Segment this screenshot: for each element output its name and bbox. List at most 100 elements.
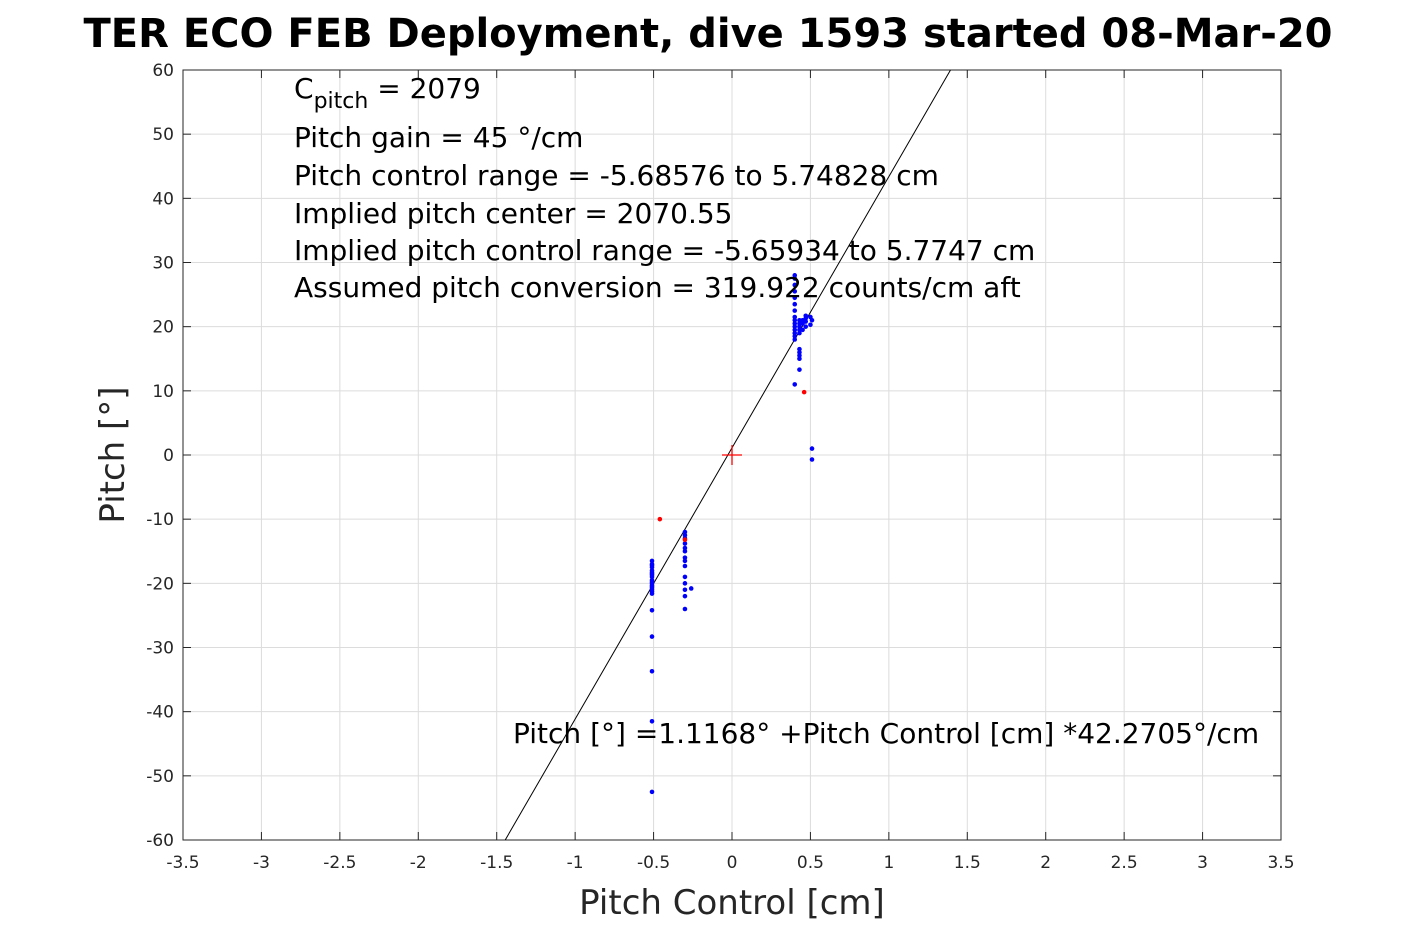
implied-pitch-range-line: Implied pitch control range = -5.65934 t… xyxy=(294,234,1035,267)
data-point xyxy=(649,591,655,596)
x-tick-label: -1 xyxy=(567,853,584,873)
data-point xyxy=(792,337,798,342)
data-point xyxy=(792,308,798,313)
data-point xyxy=(657,516,663,522)
y-tick-labels: 60 50 40 30 20 10 0 -10 -20 -30 -40 -50 -60 xyxy=(146,61,174,851)
data-point xyxy=(797,330,802,336)
chart-title: TER ECO FEB Deployment, dive 1593 starte… xyxy=(83,11,1332,57)
y-tick-label: -40 xyxy=(146,703,174,723)
data-point xyxy=(792,327,798,333)
data-point xyxy=(649,584,655,589)
data-point xyxy=(649,668,655,674)
x-tick-label: -2.5 xyxy=(323,853,356,873)
data-point xyxy=(809,457,815,462)
x-tick-label: 1 xyxy=(883,853,894,873)
data-point xyxy=(682,548,688,554)
data-point xyxy=(797,367,802,372)
data-point xyxy=(797,353,802,358)
x-tick-labels: -3.5 -3 -2.5 -2 -1.5 -1 -0.5 0 0.5 1 1.5 2 2.5 3 3.5 xyxy=(166,853,1294,873)
pitch-conversion-line: Assumed pitch conversion = 319.922 count… xyxy=(294,271,1021,304)
data-point xyxy=(649,574,655,580)
y-tick-label: 20 xyxy=(152,318,174,338)
data-point xyxy=(682,587,688,593)
cpitch-subscript: pitch xyxy=(314,89,369,114)
data-point xyxy=(688,586,694,591)
data-point xyxy=(803,313,809,319)
x-tick-label: -3 xyxy=(253,853,270,873)
data-point xyxy=(797,324,802,329)
y-tick-label: 50 xyxy=(152,125,174,145)
data-point xyxy=(682,532,688,538)
x-axis-title: Pitch Control [cm] xyxy=(579,883,885,923)
data-point xyxy=(682,581,688,586)
data-point xyxy=(797,346,802,352)
data-point xyxy=(792,282,798,288)
data-point xyxy=(809,317,815,323)
x-tick-label: -0.5 xyxy=(637,853,670,873)
data-point xyxy=(792,324,798,329)
x-tick-label: 3 xyxy=(1197,853,1208,873)
x-tick-label: 1.5 xyxy=(954,853,981,873)
cpitch-symbol: C xyxy=(294,72,314,105)
data-point xyxy=(792,382,798,387)
data-marks xyxy=(504,69,951,841)
y-tick-label: -50 xyxy=(146,767,174,787)
data-point xyxy=(797,356,802,362)
data-point xyxy=(797,350,802,355)
cpitch-line: Cpitch = 2079 xyxy=(294,72,481,114)
axis-ticks xyxy=(182,69,1282,841)
data-point xyxy=(649,789,655,795)
data-point xyxy=(649,718,655,724)
y-tick-label: -10 xyxy=(146,510,174,530)
data-point xyxy=(649,634,655,639)
data-point xyxy=(792,276,798,281)
data-point xyxy=(792,330,798,336)
data-point xyxy=(792,317,798,323)
y-tick-label: -20 xyxy=(146,574,174,594)
data-point xyxy=(792,301,798,307)
x-tick-label: 2.5 xyxy=(1111,853,1138,873)
data-point xyxy=(649,563,655,568)
data-point xyxy=(682,537,688,542)
data-point xyxy=(803,319,809,324)
data-point xyxy=(682,574,688,580)
data-point xyxy=(792,273,798,278)
data-point xyxy=(682,541,688,546)
x-tick-label: 2 xyxy=(1040,853,1051,873)
data-point xyxy=(682,558,688,564)
data-point xyxy=(792,321,798,326)
data-point xyxy=(682,545,688,551)
data-point xyxy=(792,333,798,339)
x-tick-label: 0 xyxy=(727,853,738,873)
x-tick-label: 0.5 xyxy=(797,853,824,873)
data-point xyxy=(682,563,688,569)
data-point xyxy=(808,322,813,328)
pitch-control-range-line: Pitch control range = -5.68576 to 5.7482… xyxy=(294,159,939,192)
data-point xyxy=(792,295,798,301)
pitch-gain-line: Pitch gain = 45 °/cm xyxy=(294,121,583,154)
info-box: Cpitch = 2079 Pitch gain = 45 °/cm Pitch… xyxy=(294,72,1035,304)
data-point xyxy=(649,571,655,577)
data-point xyxy=(682,529,688,535)
fit-equation-label: Pitch [°] =1.1168° +Pitch Control [cm] *… xyxy=(513,717,1259,750)
data-point xyxy=(649,607,655,613)
x-tick-label: -2 xyxy=(410,853,427,873)
cpitch-value: = 2079 xyxy=(368,72,481,105)
y-tick-label: 10 xyxy=(152,382,174,402)
y-axis-title: Pitch [°] xyxy=(93,386,133,523)
implied-pitch-center-line: Implied pitch center = 2070.55 xyxy=(294,197,732,230)
data-point xyxy=(800,327,805,333)
data-point xyxy=(792,314,798,320)
data-point xyxy=(682,606,688,612)
y-tick-label: -60 xyxy=(146,831,174,851)
data-point xyxy=(809,446,815,451)
data-point xyxy=(803,324,809,329)
x-tick-label: -3.5 xyxy=(166,853,199,873)
y-tick-label: 30 xyxy=(152,254,174,274)
y-tick-label: 0 xyxy=(163,446,174,466)
y-tick-label: -30 xyxy=(146,639,174,659)
data-point xyxy=(649,558,655,564)
data-point xyxy=(649,579,655,585)
y-tick-label: 40 xyxy=(152,189,174,209)
